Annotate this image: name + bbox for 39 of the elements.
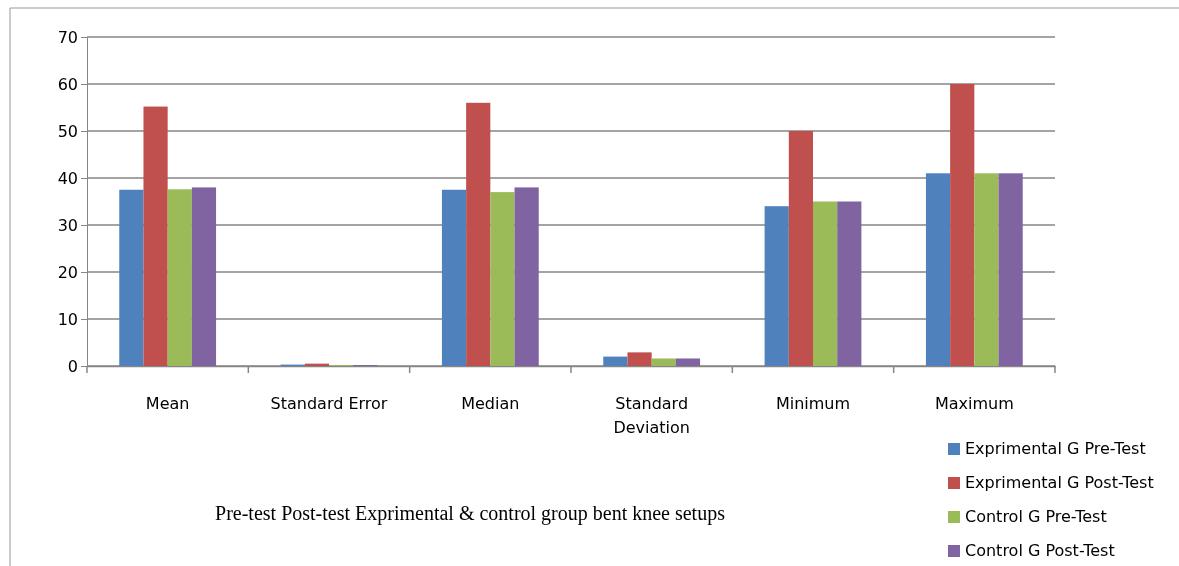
bar bbox=[813, 201, 838, 366]
bar bbox=[119, 189, 144, 366]
bar bbox=[441, 189, 467, 366]
y-tick-label: 70 bbox=[57, 27, 78, 47]
y-tick-label: 20 bbox=[57, 262, 78, 282]
bar bbox=[603, 356, 628, 366]
bar bbox=[466, 102, 491, 366]
y-tick-label: 10 bbox=[57, 309, 78, 329]
x-tick-label: Standard Error bbox=[270, 394, 388, 413]
bar bbox=[627, 352, 652, 366]
legend-label: Exprimental G Post-Test bbox=[965, 473, 1154, 492]
bar bbox=[490, 192, 515, 366]
y-tick-label: 50 bbox=[57, 121, 78, 141]
x-tick-label: Maximum bbox=[934, 394, 1014, 413]
bar bbox=[950, 84, 975, 366]
text: Pre-test Post-test Exprimental & control group bent knee setups bbox=[215, 502, 726, 525]
legend-label: Control G Pre-Test bbox=[965, 507, 1107, 526]
x-tick-label: Minimum bbox=[775, 394, 851, 413]
x-tick-label: Mean bbox=[145, 394, 190, 413]
y-tick-label: 0 bbox=[67, 356, 78, 376]
y-tick-label: 40 bbox=[57, 168, 78, 188]
bar bbox=[974, 173, 999, 366]
bar bbox=[998, 173, 1023, 366]
y-tick-label: 60 bbox=[57, 74, 78, 94]
x-tick-label: Standard Deviation bbox=[613, 394, 690, 437]
bar bbox=[514, 187, 539, 366]
y-tick-label: 30 bbox=[57, 215, 78, 235]
bar bbox=[675, 358, 701, 366]
bar bbox=[925, 173, 951, 366]
bar bbox=[788, 131, 813, 366]
legend-label: Exprimental G Pre-Test bbox=[965, 439, 1146, 458]
bar bbox=[764, 206, 789, 366]
bar bbox=[143, 106, 168, 366]
bar bbox=[651, 358, 676, 366]
bar bbox=[191, 187, 217, 366]
x-tick-label: Median bbox=[461, 394, 520, 413]
legend-label: Control G Post-Test bbox=[965, 541, 1115, 560]
bar bbox=[837, 201, 862, 366]
bar bbox=[167, 189, 192, 366]
